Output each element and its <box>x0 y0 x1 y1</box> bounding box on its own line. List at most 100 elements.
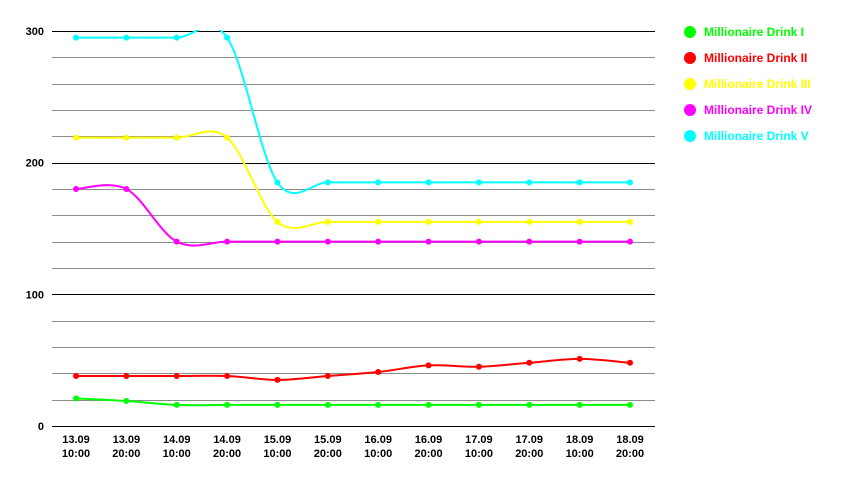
data-point <box>627 179 633 186</box>
x-tick-time: 20:00 <box>414 448 442 460</box>
series-lines <box>73 30 633 408</box>
data-point <box>173 34 180 41</box>
legend-label: Millionaire Drink II <box>704 51 807 65</box>
x-tick-date: 15.09 <box>264 434 292 446</box>
data-point <box>375 179 382 186</box>
data-point <box>475 363 482 370</box>
legend-item: Millionaire Drink III <box>684 77 811 91</box>
legend-item: Millionaire Drink II <box>684 51 807 65</box>
x-tick-time: 10:00 <box>263 448 291 460</box>
x-tick-label: 16.09 10:00 <box>364 434 392 460</box>
data-point <box>173 401 180 408</box>
x-tick-time: 20:00 <box>314 448 342 460</box>
data-point <box>526 401 533 408</box>
data-point <box>475 401 482 408</box>
x-tick-label: 18.09 20:00 <box>616 434 644 460</box>
data-point <box>224 34 231 41</box>
data-point <box>73 395 79 402</box>
y-tick-label: 0 <box>38 421 44 433</box>
y-tick-label: 200 <box>26 158 44 170</box>
legend-label: Millionaire Drink IV <box>704 103 812 117</box>
data-point <box>123 34 130 41</box>
data-point <box>526 179 533 186</box>
y-tick-label: 300 <box>26 26 44 38</box>
x-tick-date: 13.09 <box>62 434 90 446</box>
y-tick-label: 100 <box>26 289 44 301</box>
data-point <box>576 355 583 362</box>
x-tick-date: 13.09 <box>113 434 141 446</box>
legend-marker <box>684 78 696 90</box>
legend-label: Millionaire Drink V <box>704 129 809 143</box>
series-line <box>75 397 630 407</box>
data-point <box>73 186 79 192</box>
data-point <box>274 179 281 186</box>
data-point <box>425 218 432 225</box>
legend: Millionaire Drink I Millionaire Drink II M… <box>684 25 812 143</box>
data-point <box>627 359 633 366</box>
series-line <box>75 357 631 381</box>
data-point <box>324 179 331 186</box>
data-point <box>123 134 130 141</box>
x-tick-label: 14.09 20:00 <box>213 434 241 460</box>
y-axis: 0 100 200 300 <box>26 26 44 433</box>
x-tick-date: 18.09 <box>566 434 594 446</box>
data-point <box>274 218 281 225</box>
x-tick-time: 10:00 <box>465 448 493 460</box>
x-tick-label: 15.09 10:00 <box>263 434 291 460</box>
data-point <box>123 397 130 404</box>
x-tick-date: 14.09 <box>213 434 241 446</box>
data-point <box>627 218 633 225</box>
data-point <box>375 238 382 245</box>
data-point <box>375 401 382 408</box>
series-line <box>75 184 630 247</box>
x-tick-date: 16.09 <box>364 434 392 446</box>
x-tick-time: 20:00 <box>112 448 140 460</box>
legend-item: Millionaire Drink I <box>684 25 804 39</box>
legend-item: Millionaire Drink V <box>684 129 809 143</box>
x-tick-time: 20:00 <box>616 448 644 460</box>
legend-marker <box>684 26 696 38</box>
x-tick-time: 10:00 <box>364 448 392 460</box>
data-point <box>324 238 331 245</box>
x-tick-label: 17.09 20:00 <box>515 434 543 460</box>
data-point <box>475 238 482 245</box>
data-point <box>526 238 533 245</box>
data-point <box>576 218 583 225</box>
data-point <box>324 218 331 225</box>
x-tick-date: 15.09 <box>314 434 342 446</box>
x-tick-label: 13.09 20:00 <box>112 434 140 460</box>
data-point <box>627 401 633 408</box>
data-point <box>173 372 180 379</box>
x-tick-time: 10:00 <box>163 448 191 460</box>
data-point <box>425 179 432 186</box>
legend-item: Millionaire Drink IV <box>684 103 812 117</box>
data-point <box>224 372 231 379</box>
legend-marker <box>684 104 696 116</box>
data-point <box>274 376 281 383</box>
x-tick-label: 14.09 10:00 <box>163 434 191 460</box>
x-tick-time: 20:00 <box>515 448 543 460</box>
data-point <box>173 134 180 141</box>
data-point <box>576 179 583 186</box>
data-point <box>526 218 533 225</box>
x-tick-label: 18.09 10:00 <box>566 434 594 460</box>
x-tick-date: 17.09 <box>516 434 544 446</box>
data-point <box>73 372 79 379</box>
data-point <box>526 359 533 366</box>
x-tick-label: 17.09 10:00 <box>465 434 493 460</box>
data-point <box>375 218 382 225</box>
x-tick-time: 20:00 <box>213 448 241 460</box>
data-point <box>324 401 331 408</box>
legend-marker <box>684 130 696 142</box>
data-point <box>425 401 432 408</box>
series-5 <box>73 30 633 195</box>
data-point <box>576 238 583 245</box>
data-point <box>173 238 180 245</box>
data-point <box>375 369 382 376</box>
series-4 <box>73 184 633 247</box>
data-point <box>224 401 231 408</box>
legend-label: Millionaire Drink I <box>704 25 804 39</box>
series-2 <box>73 355 633 383</box>
x-tick-time: 10:00 <box>566 448 594 460</box>
